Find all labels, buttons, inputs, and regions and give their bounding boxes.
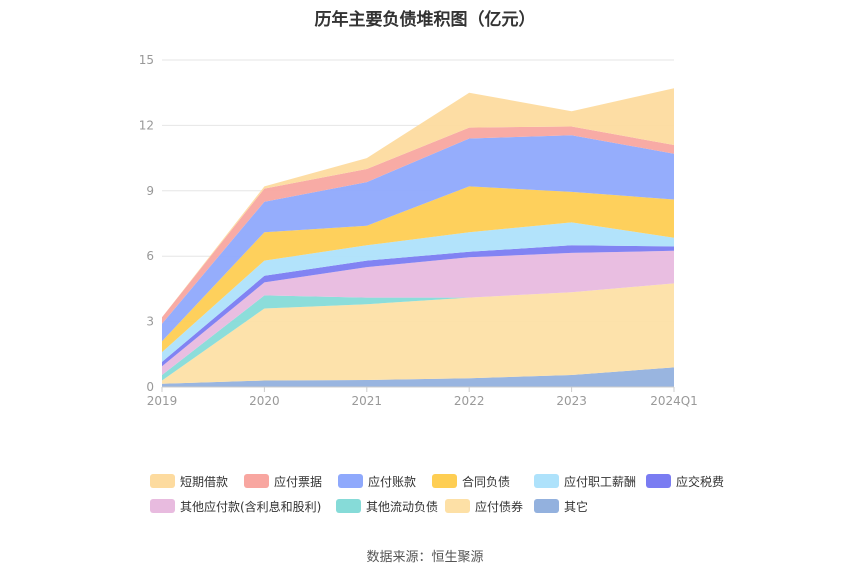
area-应付债券[interactable]	[162, 283, 674, 384]
legend-item[interactable]: 应付票据	[244, 472, 322, 490]
legend-label: 应付账款	[368, 474, 417, 489]
axes: 0 3 6 9 12 15 2019 2020 2021 2022 2023 2024Q1	[139, 53, 698, 408]
legend-item[interactable]: 短期借款	[150, 472, 228, 490]
legend-swatch	[244, 474, 269, 488]
legend-swatch	[338, 474, 363, 488]
area-合同负债[interactable]	[162, 186, 674, 353]
legend-swatch	[336, 499, 361, 513]
legend-label: 其他流动负债	[366, 499, 439, 514]
legend-swatch	[534, 499, 559, 513]
legend-item[interactable]: 合同负债	[432, 472, 510, 490]
x-tick-label: 2024Q1	[650, 394, 698, 408]
legend-swatch	[432, 474, 457, 488]
x-tick-label: 2020	[249, 394, 280, 408]
legend-label: 合同负债	[462, 474, 511, 489]
legend-swatch	[150, 499, 175, 513]
legend-label: 应交税费	[676, 474, 725, 489]
legend-item[interactable]: 应交税费	[646, 472, 724, 490]
data-source: 数据来源：恒生聚源	[366, 550, 484, 565]
y-tick-label: 15	[139, 53, 154, 67]
x-tick-label: 2019	[147, 394, 178, 408]
legend-item[interactable]: 应付债券	[445, 497, 523, 515]
legend-swatch	[150, 474, 175, 488]
legend-swatch	[534, 474, 559, 488]
area-其它[interactable]	[162, 367, 674, 387]
y-tick-label: 6	[146, 249, 154, 263]
legend-label: 其他应付款(含利息和股利)	[180, 499, 322, 514]
area-短期借款[interactable]	[162, 88, 674, 318]
area-其他应付款(含利息和股利)[interactable]	[162, 250, 674, 375]
legend-swatch	[646, 474, 671, 488]
area-应付职工薪酬[interactable]	[162, 222, 674, 362]
legend-item[interactable]: 应付职工薪酬	[534, 472, 636, 490]
x-tick-label: 2022	[454, 394, 485, 408]
legend-item[interactable]: 应付账款	[338, 472, 416, 490]
area-series	[162, 88, 674, 387]
y-tick-label: 12	[139, 118, 154, 132]
x-tick-label: 2021	[352, 394, 383, 408]
stacked-area-chart: 0 3 6 9 12 15 2019 2020 2021 2022 2023 2024Q1	[139, 53, 698, 408]
legend-item[interactable]: 其他应付款(含利息和股利)	[150, 497, 321, 515]
y-tick-label: 0	[146, 380, 154, 394]
legend-item[interactable]: 其它	[534, 497, 588, 515]
chart-title: 历年主要负债堆积图（亿元）	[314, 10, 536, 30]
legend-item[interactable]: 其他流动负债	[336, 497, 438, 515]
x-tick-label: 2023	[556, 394, 587, 408]
legend-swatch	[445, 499, 470, 513]
legend-label: 其它	[564, 499, 589, 514]
y-tick-label: 9	[146, 184, 154, 198]
y-tick-label: 3	[146, 315, 154, 329]
legend-label: 应付票据	[274, 474, 323, 489]
legend-label: 短期借款	[180, 474, 229, 489]
legend-label: 应付债券	[475, 499, 524, 514]
legend-label: 应付职工薪酬	[564, 474, 637, 489]
area-应付账款[interactable]	[162, 135, 674, 342]
area-应交税费[interactable]	[162, 245, 674, 367]
